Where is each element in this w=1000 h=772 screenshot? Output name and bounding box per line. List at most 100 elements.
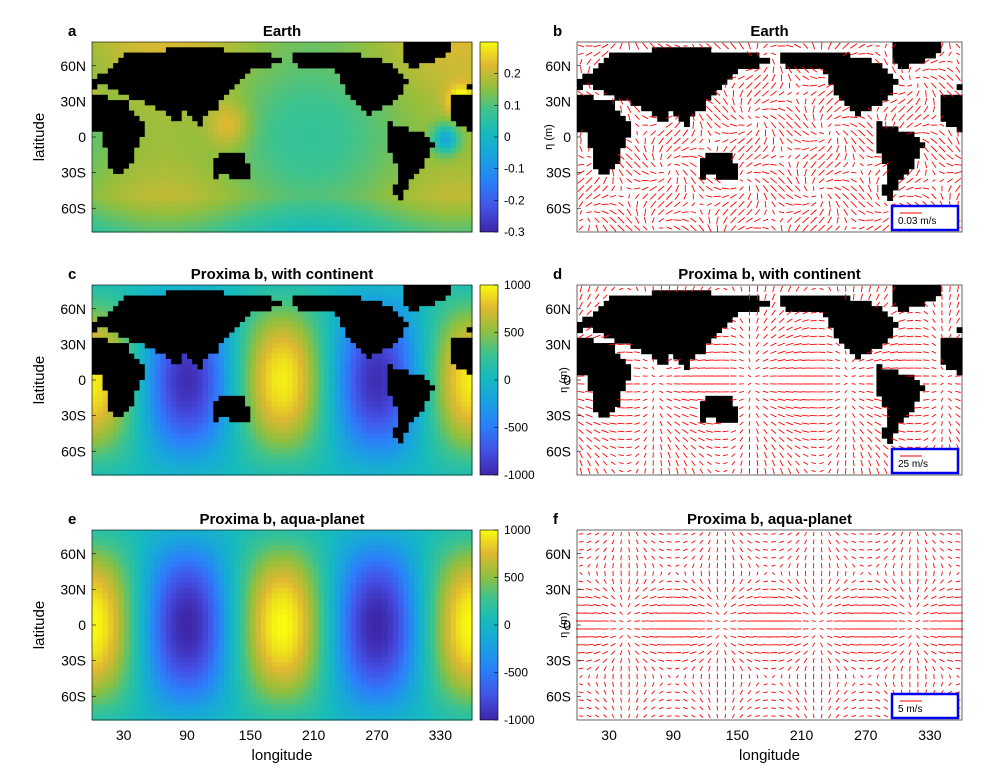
land-cell [694, 68, 701, 75]
land-cell [945, 100, 952, 106]
vector-arrow [690, 176, 696, 185]
field-cell [461, 221, 468, 228]
field-cell [181, 163, 188, 170]
field-cell [382, 52, 389, 59]
field-cell [445, 216, 452, 223]
vector-arrow [731, 153, 736, 161]
land-cell [176, 52, 183, 59]
field-cell [208, 195, 214, 201]
field-cell [139, 142, 146, 149]
field-cell [424, 94, 431, 101]
land-cell [181, 84, 188, 91]
field-cell [165, 147, 172, 154]
vector-arrow [699, 209, 703, 215]
field-cell [324, 221, 331, 228]
field-cell [318, 205, 325, 212]
field-cell [150, 168, 156, 175]
field-cell [371, 126, 378, 133]
land-cell [208, 84, 214, 91]
field-cell [255, 142, 262, 149]
field-cell [287, 105, 294, 112]
vector-arrow [779, 137, 784, 145]
field-cell [150, 110, 156, 117]
land-cell [113, 353, 119, 360]
land-cell [796, 52, 803, 59]
land-cell [908, 152, 915, 159]
land-cell [187, 343, 193, 349]
vector-arrow [587, 66, 591, 74]
land-cell [192, 348, 199, 355]
land-cell [844, 89, 851, 96]
land-cell [107, 311, 114, 318]
field-cell [113, 221, 119, 228]
field-cell [113, 200, 119, 207]
field-cell [197, 142, 204, 149]
field-cell [218, 100, 225, 106]
field-cell [382, 57, 389, 64]
land-cell [113, 163, 119, 170]
field-cell [181, 401, 188, 407]
field-cell [202, 210, 209, 217]
field-cell [213, 179, 220, 186]
land-cell [646, 84, 653, 91]
vector-arrow [587, 82, 591, 89]
field-cell [245, 152, 251, 159]
land-cell [678, 84, 685, 91]
land-cell [155, 100, 162, 106]
field-cell [340, 142, 346, 149]
vector-arrow [810, 202, 817, 207]
land-cell [197, 52, 204, 59]
vector-arrow [771, 74, 776, 82]
vector-arrow [778, 121, 785, 129]
field-cell [377, 163, 383, 170]
field-cell [466, 221, 473, 228]
land-cell [202, 295, 209, 302]
field-cell [144, 115, 151, 122]
field-cell [355, 221, 362, 228]
land-cell [229, 152, 236, 159]
land-cell [118, 100, 125, 106]
vector-arrow [866, 155, 873, 159]
field-cell [92, 316, 98, 323]
land-cell [903, 147, 910, 154]
field-cell [408, 105, 415, 112]
field-cell [318, 100, 325, 106]
field-cell [150, 105, 156, 112]
vector-arrow [722, 208, 729, 216]
land-cell [218, 63, 225, 69]
vector-arrow [891, 113, 897, 121]
field-cell [292, 137, 299, 143]
land-cell [625, 57, 632, 64]
vector-arrow [716, 224, 719, 232]
field-cell [213, 121, 220, 128]
land-cell [97, 316, 104, 323]
field-cell [92, 422, 98, 429]
field-cell [155, 126, 162, 133]
field-cell [192, 163, 199, 170]
field-cell [456, 137, 463, 143]
field-cell [234, 147, 241, 154]
land-cell [150, 321, 156, 328]
field-cell [165, 195, 172, 201]
vector-arrow [908, 66, 912, 73]
vector-arrow [642, 193, 649, 200]
vector-arrow [586, 58, 592, 65]
field-cell [366, 131, 373, 138]
field-cell [445, 84, 452, 91]
vector-arrow [658, 209, 665, 216]
field-cell [276, 142, 283, 149]
field-cell [213, 126, 220, 133]
field-cell [292, 168, 299, 175]
field-cell [355, 226, 362, 233]
land-cell [721, 168, 728, 175]
field-cell [324, 100, 331, 106]
vector-arrow [828, 200, 831, 208]
field-cell [239, 78, 246, 85]
field-cell [292, 158, 299, 164]
vector-arrow [641, 186, 649, 191]
land-cell [646, 78, 653, 85]
field-cell [308, 137, 315, 143]
land-cell [192, 89, 199, 96]
vector-arrow [851, 145, 856, 153]
field-cell [287, 210, 294, 217]
